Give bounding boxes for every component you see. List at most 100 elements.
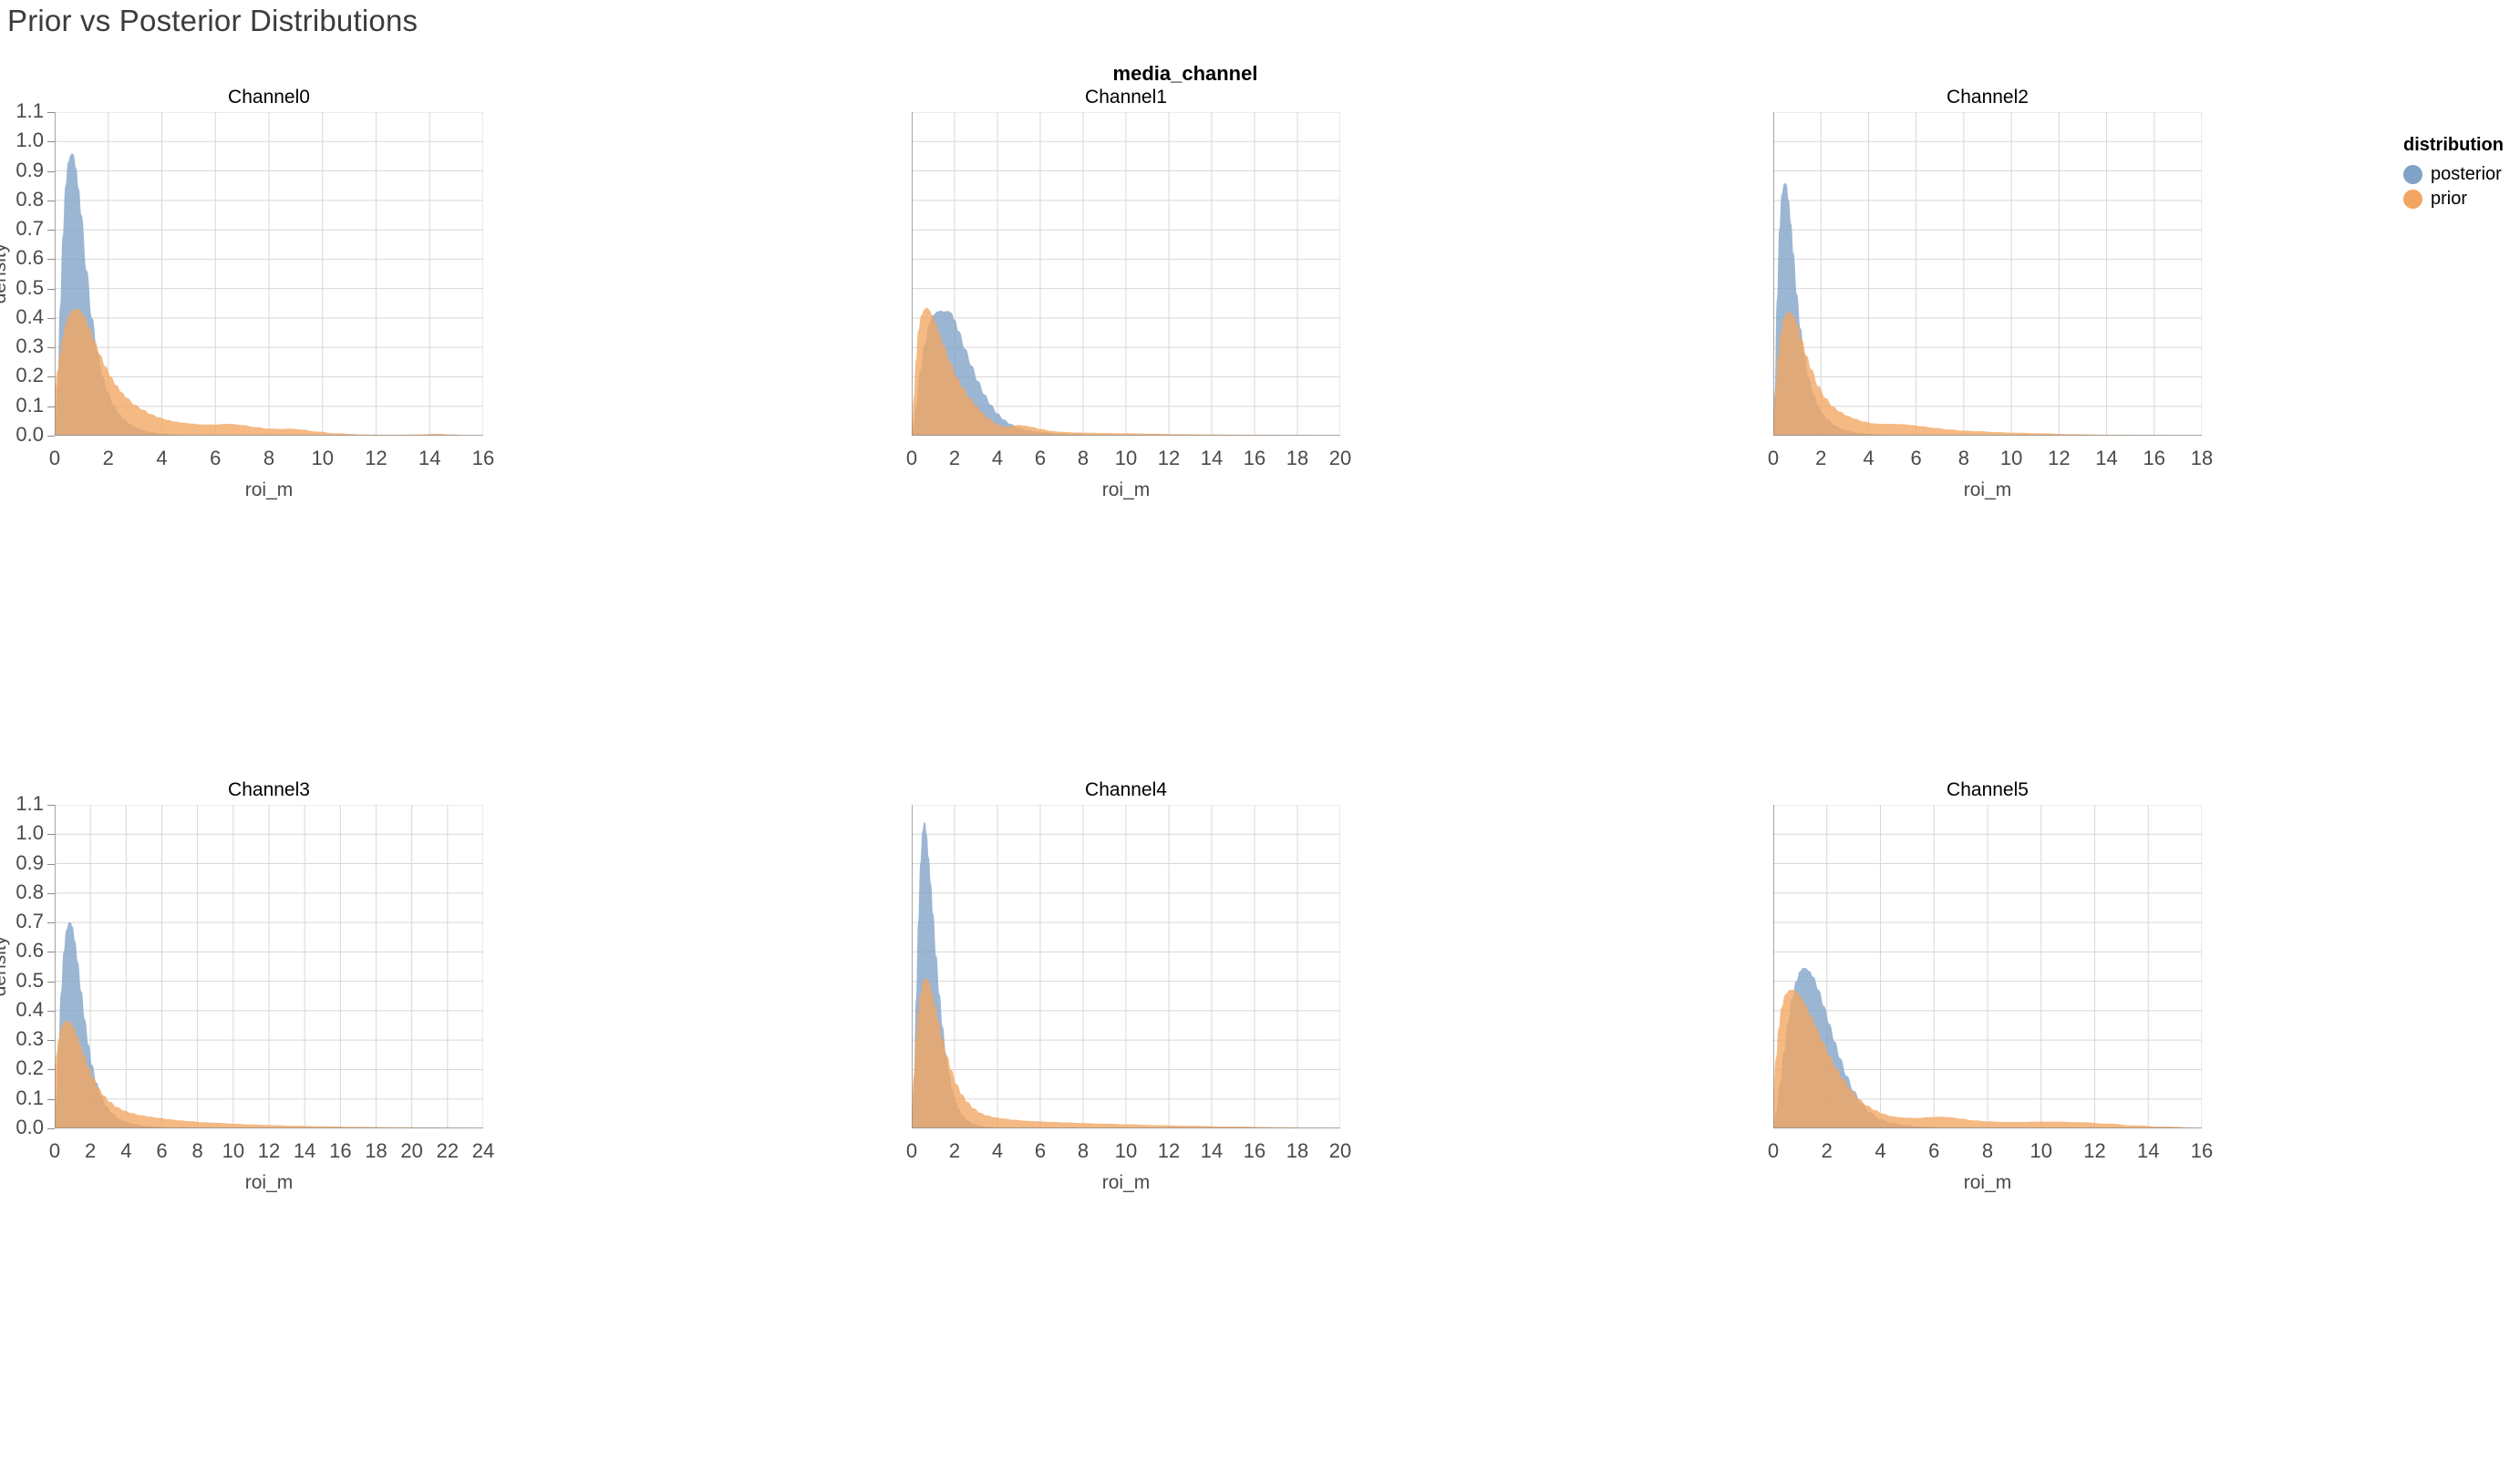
y-tick-label: 0.1 xyxy=(15,1086,44,1109)
plot-area xyxy=(55,112,483,436)
x-tick-label: 2 xyxy=(948,447,961,469)
y-tick-mark xyxy=(47,805,55,806)
x-tick-label: 20 xyxy=(1328,447,1352,469)
plot-area xyxy=(912,112,1340,436)
x-tick-label: 14 xyxy=(293,1139,316,1162)
page-title: Prior vs Posterior Distributions xyxy=(7,4,418,37)
y-tick-mark xyxy=(47,230,55,232)
x-tick-label: 16 xyxy=(329,1139,352,1162)
x-tick-label: 2 xyxy=(85,1139,97,1162)
y-tick-label: 0.8 xyxy=(15,880,44,903)
facet-row: Channel0 0 2 4 6 8 10 12 14 16 roi_m 0.0 0.1 0.2 0.3 0.… xyxy=(0,87,2370,779)
x-tick-label: 16 xyxy=(2190,1139,2214,1162)
y-tick-label: 0.2 xyxy=(15,364,44,387)
x-axis-label: roi_m xyxy=(1101,479,1151,500)
y-tick-label: 0.7 xyxy=(15,217,44,241)
y-tick-mark xyxy=(47,863,55,865)
legend-label-prior: prior xyxy=(2431,189,2468,209)
x-tick-label: 16 xyxy=(1243,447,1266,469)
x-tick-label: 0 xyxy=(1767,447,1780,469)
x-tick-label: 10 xyxy=(222,1139,245,1162)
y-tick-mark xyxy=(47,1040,55,1042)
x-tick-label: 6 xyxy=(1034,447,1047,469)
x-tick-label: 10 xyxy=(311,447,334,469)
x-tick-label: 4 xyxy=(991,1139,1004,1162)
y-tick-label: 0.8 xyxy=(15,187,44,211)
x-tick-label: 12 xyxy=(257,1139,281,1162)
x-tick-label: 16 xyxy=(471,447,495,469)
legend-item-prior[interactable]: prior xyxy=(2403,189,2520,210)
x-tick-label: 4 xyxy=(1875,1139,1886,1162)
y-tick-label: 0.2 xyxy=(15,1056,44,1080)
density-area-prior xyxy=(55,309,483,436)
y-tick-label: 0.4 xyxy=(15,997,44,1021)
plot-area xyxy=(1773,112,2202,436)
y-tick-mark xyxy=(47,922,55,924)
y-tick-label: 0.9 xyxy=(15,158,44,181)
x-tick-label: 8 xyxy=(191,1139,203,1162)
x-tick-label: 12 xyxy=(1157,1139,1181,1162)
y-tick-mark xyxy=(47,436,55,437)
panel-title: Channel3 xyxy=(228,779,310,800)
y-tick-label: 0.1 xyxy=(15,393,44,417)
panel-title: Channel2 xyxy=(1947,87,2029,108)
y-axis-label: density xyxy=(0,935,10,996)
x-tick-label: 2 xyxy=(1821,1139,1833,1162)
legend-swatch-prior-icon xyxy=(2403,190,2422,209)
x-tick-label: 8 xyxy=(263,447,275,469)
x-axis-label: roi_m xyxy=(1963,479,2012,500)
y-tick-label: 0.5 xyxy=(15,968,44,992)
y-tick-mark xyxy=(47,1128,55,1129)
x-tick-label: 12 xyxy=(1157,447,1181,469)
y-tick-label: 0.3 xyxy=(15,335,44,358)
x-tick-label: 20 xyxy=(400,1139,423,1162)
x-axis-label: roi_m xyxy=(244,479,294,500)
x-tick-label: 10 xyxy=(1114,447,1138,469)
x-tick-label: 24 xyxy=(471,1139,495,1162)
y-tick-mark xyxy=(47,834,55,836)
y-tick-label: 0.0 xyxy=(15,1116,44,1138)
plot-area xyxy=(912,805,1340,1128)
x-tick-label: 14 xyxy=(1200,1139,1224,1162)
plot-area xyxy=(55,805,483,1128)
panel-title: Channel1 xyxy=(1085,87,1167,108)
y-tick-mark xyxy=(47,141,55,143)
x-tick-label: 0 xyxy=(48,1139,61,1162)
x-tick-label: 16 xyxy=(2143,447,2165,469)
y-tick-label: 0.4 xyxy=(15,304,44,328)
x-tick-label: 0 xyxy=(1767,1139,1780,1162)
y-tick-label: 0.0 xyxy=(15,423,44,446)
facet-grid: Channel0 0 2 4 6 8 10 12 14 16 roi_m 0.0 0.1 0.2 0.3 0.… xyxy=(0,87,2370,1472)
facet-header-label: media_channel xyxy=(1112,62,1258,85)
x-tick-label: 14 xyxy=(2137,1139,2160,1162)
legend: distribution posterior prior xyxy=(2403,135,2520,213)
y-tick-label: 1.0 xyxy=(15,821,44,845)
x-tick-label: 0 xyxy=(48,447,61,469)
x-tick-label: 14 xyxy=(2095,447,2118,469)
x-tick-label: 18 xyxy=(2190,447,2214,469)
y-tick-label: 1.1 xyxy=(15,792,44,815)
x-tick-label: 4 xyxy=(1863,447,1875,469)
panel-title: Channel4 xyxy=(1085,779,1167,800)
density-area-prior xyxy=(1773,989,2202,1128)
y-tick-label: 1.1 xyxy=(15,99,44,122)
legend-item-posterior[interactable]: posterior xyxy=(2403,164,2520,185)
x-tick-label: 6 xyxy=(1910,447,1922,469)
x-tick-label: 4 xyxy=(156,447,168,469)
y-tick-mark xyxy=(47,376,55,378)
y-tick-mark xyxy=(47,259,55,261)
x-tick-label: 16 xyxy=(1243,1139,1266,1162)
x-tick-label: 6 xyxy=(1034,1139,1047,1162)
y-axis-label: density xyxy=(0,242,10,304)
legend-title: distribution xyxy=(2403,135,2504,155)
x-tick-label: 18 xyxy=(365,1139,387,1162)
density-area-prior xyxy=(55,1021,483,1128)
y-tick-mark xyxy=(47,1069,55,1071)
x-tick-label: 14 xyxy=(1200,447,1224,469)
density-area-prior xyxy=(912,307,1340,436)
x-tick-label: 12 xyxy=(2048,447,2071,469)
x-tick-label: 6 xyxy=(156,1139,168,1162)
x-tick-label: 0 xyxy=(905,1139,918,1162)
facet-row: Channel3 0 2 4 6 8 10 12 14 16 18 20 22 24 roi_m 0.0 0.1… xyxy=(0,779,2370,1472)
y-tick-label: 1.0 xyxy=(15,129,44,152)
